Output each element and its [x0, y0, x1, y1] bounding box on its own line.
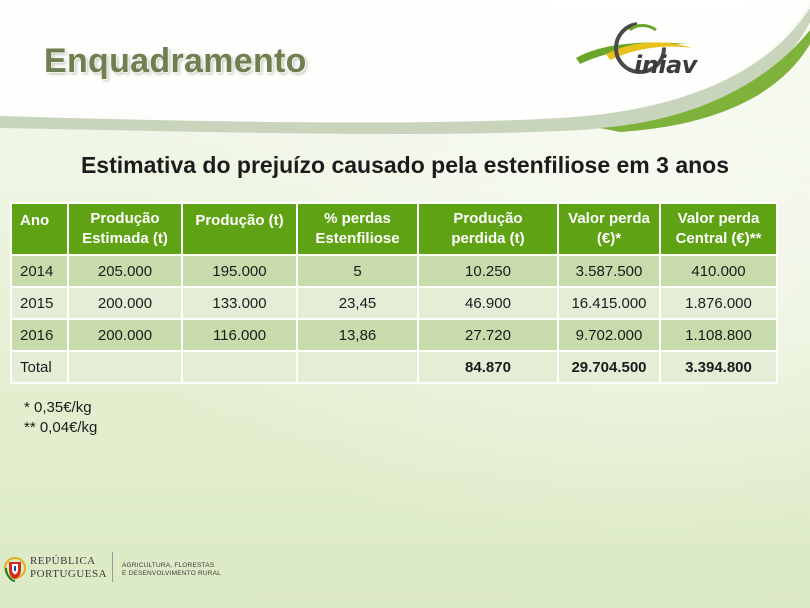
total-label: Total	[10, 350, 69, 384]
table-cell	[181, 350, 298, 384]
table-cell: 1.876.000	[659, 286, 778, 320]
table-cell: 200.000	[67, 286, 183, 320]
table-cell: 195.000	[181, 254, 298, 288]
table-cell: 200.000	[67, 318, 183, 352]
table-cell	[67, 350, 183, 384]
iniav-logo-icon	[576, 22, 692, 74]
republica-portuguesa-label: REPÚBLICA PORTUGUESA	[30, 555, 108, 580]
header-cell: % perdas Estenfiliose	[296, 202, 419, 256]
table-header-row: Ano Produção Estimada (t) Produção (t) %…	[10, 202, 778, 256]
table-cell: 410.000	[659, 254, 778, 288]
year-cell: 2015	[10, 286, 69, 320]
table-cell: 133.000	[181, 286, 298, 320]
year-cell: 2014	[10, 254, 69, 288]
header-cell: Produção (t)	[181, 202, 298, 256]
table-cell: 46.900	[417, 286, 559, 320]
header-swoosh	[0, 0, 810, 134]
header-cell: Valor perda Central (€)**	[659, 202, 778, 256]
table-row: 2016 200.000 116.000 13,86 27.720 9.702.…	[10, 318, 778, 352]
header-cell: Produção perdida (t)	[417, 202, 559, 256]
year-cell: 2016	[10, 318, 69, 352]
table-cell	[296, 350, 419, 384]
footer-branding: REPÚBLICA PORTUGUESA AGRICULTURA, FLORES…	[0, 548, 260, 588]
table-cell: 10.250	[417, 254, 559, 288]
footnotes: * 0,35€/kg ** 0,04€/kg	[24, 398, 97, 438]
page-title: Enquadramento	[44, 42, 307, 80]
total-cell: 3.394.800	[659, 350, 778, 384]
footnote: * 0,35€/kg	[24, 399, 92, 416]
losses-table: Ano Produção Estimada (t) Produção (t) %…	[10, 202, 778, 384]
ministry-label: AGRICULTURA, FLORESTAS E DESENVOLVIMENTO…	[122, 562, 221, 577]
header-cell: Valor perda (€)*	[557, 202, 661, 256]
total-cell: 84.870	[417, 350, 559, 384]
table-cell: 3.587.500	[557, 254, 661, 288]
header-cell: Produção Estimada (t)	[67, 202, 183, 256]
footer-divider	[112, 552, 113, 582]
footnote: ** 0,04€/kg	[24, 419, 98, 436]
table-cell: 5	[296, 254, 419, 288]
table-row: 2015 200.000 133.000 23,45 46.900 16.415…	[10, 286, 778, 320]
table-cell: 205.000	[67, 254, 183, 288]
table-row: 2014 205.000 195.000 5 10.250 3.587.500 …	[10, 254, 778, 288]
table-cell: 13,86	[296, 318, 419, 352]
table-caption: Estimativa do prejuízo causado pela este…	[80, 152, 730, 178]
total-cell: 29.704.500	[557, 350, 661, 384]
table-cell: 1.108.800	[659, 318, 778, 352]
table-cell: 9.702.000	[557, 318, 661, 352]
table-cell: 116.000	[181, 318, 298, 352]
table-cell: 23,45	[296, 286, 419, 320]
portugal-coat-of-arms-icon	[4, 557, 26, 582]
table-cell: 27.720	[417, 318, 559, 352]
total-row: Total 84.870 29.704.500 3.394.800	[10, 350, 778, 384]
header-cell: Ano	[10, 202, 69, 256]
table-cell: 16.415.000	[557, 286, 661, 320]
logo-text: iniav	[634, 51, 697, 79]
